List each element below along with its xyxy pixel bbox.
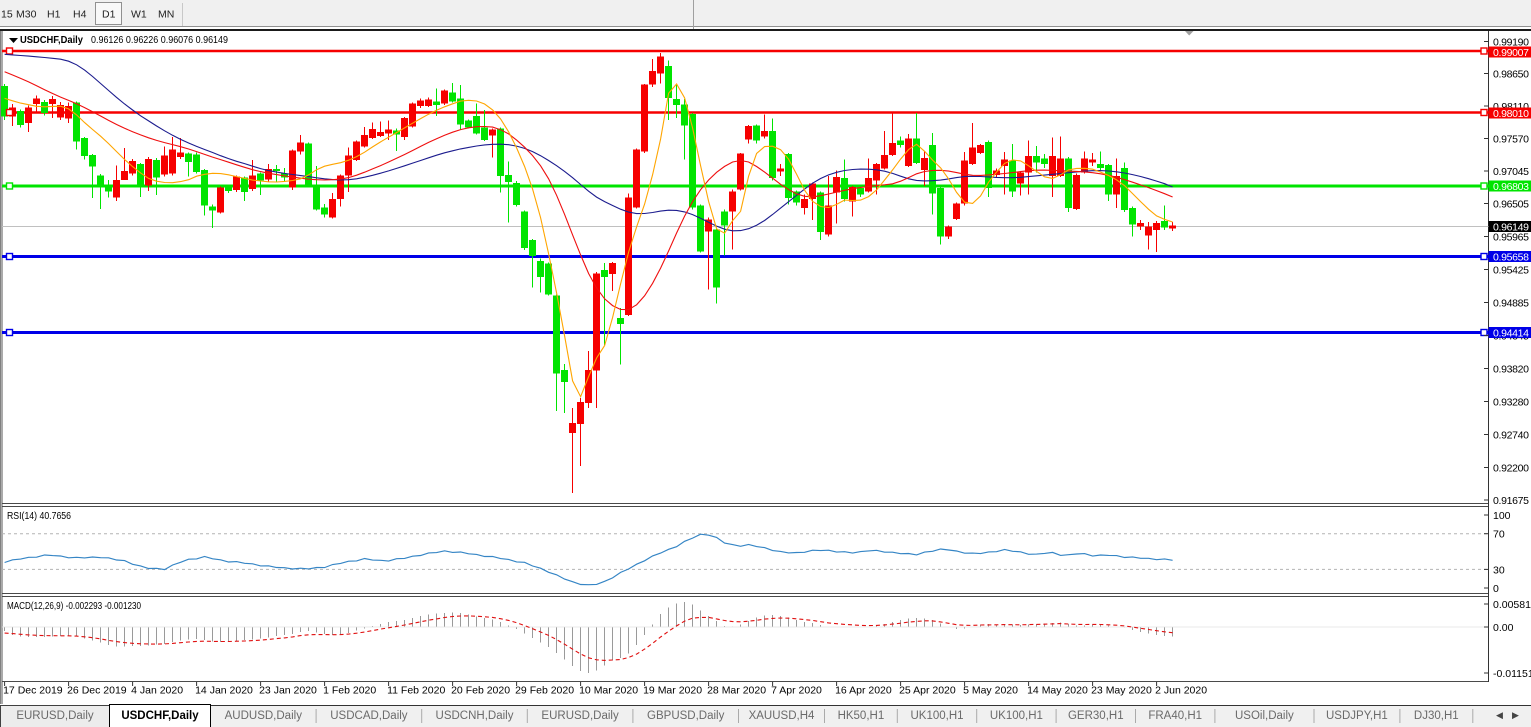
svg-text:USDCHF,Daily: USDCHF,Daily <box>20 34 83 46</box>
svg-text:0.91675: 0.91675 <box>1493 495 1529 507</box>
svg-text:0.98010: 0.98010 <box>1493 108 1529 120</box>
svg-text:USDCNH,Daily: USDCNH,Daily <box>436 710 514 722</box>
svg-text:FRA40,H1: FRA40,H1 <box>1148 710 1202 722</box>
svg-text:7 Apr 2020: 7 Apr 2020 <box>771 685 822 697</box>
svg-text:UK100,H1: UK100,H1 <box>990 710 1043 722</box>
svg-text:0.99190: 0.99190 <box>1493 37 1529 49</box>
svg-text:DJ30,H1: DJ30,H1 <box>1414 710 1459 722</box>
svg-text:4 Jan 2020: 4 Jan 2020 <box>131 685 183 697</box>
svg-text:0.96505: 0.96505 <box>1493 199 1529 211</box>
svg-text:26 Dec 2019: 26 Dec 2019 <box>67 685 127 697</box>
svg-text:MACD(12,26,9) -0.002293 -0.001: MACD(12,26,9) -0.002293 -0.001230 <box>7 601 141 612</box>
svg-text:100: 100 <box>1493 510 1511 522</box>
svg-text:MN: MN <box>158 9 174 21</box>
svg-text:25 Apr 2020: 25 Apr 2020 <box>899 685 956 697</box>
svg-text:EURUSD,Daily: EURUSD,Daily <box>541 710 619 722</box>
svg-text:0.97570: 0.97570 <box>1493 134 1529 146</box>
svg-text:EURUSD,Daily: EURUSD,Daily <box>16 710 94 722</box>
svg-text:0.95965: 0.95965 <box>1493 232 1529 244</box>
svg-text:0.93280: 0.93280 <box>1493 397 1529 409</box>
svg-text:29 Feb 2020: 29 Feb 2020 <box>515 685 574 697</box>
svg-text:0.005818: 0.005818 <box>1493 599 1531 611</box>
svg-text:14 May 2020: 14 May 2020 <box>1027 685 1088 697</box>
svg-text:16 Apr 2020: 16 Apr 2020 <box>835 685 892 697</box>
svg-text:H1: H1 <box>47 9 61 21</box>
svg-text:UK100,H1: UK100,H1 <box>910 710 963 722</box>
svg-text:0.93820: 0.93820 <box>1493 364 1529 376</box>
svg-text:2 Jun 2020: 2 Jun 2020 <box>1155 685 1207 697</box>
svg-text:0.98650: 0.98650 <box>1493 69 1529 81</box>
svg-text:GER30,H1: GER30,H1 <box>1068 710 1124 722</box>
svg-text:0.99007: 0.99007 <box>1493 47 1529 59</box>
svg-text:14 Jan 2020: 14 Jan 2020 <box>195 685 253 697</box>
svg-text:AUDUSD,Daily: AUDUSD,Daily <box>225 710 303 722</box>
svg-text:30: 30 <box>1493 564 1505 576</box>
svg-text:0.95425: 0.95425 <box>1493 265 1529 277</box>
svg-text:10 Mar 2020: 10 Mar 2020 <box>579 685 638 697</box>
svg-text:▶: ▶ <box>1512 710 1519 720</box>
svg-text:0.92740: 0.92740 <box>1493 430 1529 442</box>
svg-text:D1: D1 <box>102 9 116 21</box>
svg-text:0.96126 0.96226 0.96076 0.9614: 0.96126 0.96226 0.96076 0.96149 <box>91 34 228 46</box>
svg-text:RSI(14) 40.7656: RSI(14) 40.7656 <box>7 511 71 522</box>
svg-text:-0.011514: -0.011514 <box>1493 668 1531 680</box>
svg-text:28 Mar 2020: 28 Mar 2020 <box>707 685 766 697</box>
svg-text:HK50,H1: HK50,H1 <box>838 710 885 722</box>
svg-text:5 May 2020: 5 May 2020 <box>963 685 1018 697</box>
svg-text:0.95658: 0.95658 <box>1493 251 1529 263</box>
svg-text:0.94885: 0.94885 <box>1493 298 1529 310</box>
svg-text:XAUUSD,H4: XAUUSD,H4 <box>749 710 815 722</box>
svg-text:M30: M30 <box>16 9 37 21</box>
svg-text:0.96803: 0.96803 <box>1493 181 1529 193</box>
svg-text:USOil,Daily: USOil,Daily <box>1235 710 1294 722</box>
svg-text:0.97045: 0.97045 <box>1493 166 1529 178</box>
svg-text:1 Feb 2020: 1 Feb 2020 <box>323 685 376 697</box>
svg-text:11 Feb 2020: 11 Feb 2020 <box>387 685 445 697</box>
svg-text:GBPUSD,Daily: GBPUSD,Daily <box>647 710 725 722</box>
svg-text:17 Dec 2019: 17 Dec 2019 <box>3 685 63 697</box>
svg-text:H4: H4 <box>73 9 87 21</box>
svg-text:20 Feb 2020: 20 Feb 2020 <box>451 685 510 697</box>
svg-text:USDJPY,H1: USDJPY,H1 <box>1326 710 1388 722</box>
svg-text:19 Mar 2020: 19 Mar 2020 <box>643 685 702 697</box>
svg-text:0: 0 <box>1493 583 1499 595</box>
svg-text:23 Jan 2020: 23 Jan 2020 <box>259 685 317 697</box>
svg-text:◀: ◀ <box>1496 710 1503 720</box>
svg-text:70: 70 <box>1493 529 1505 541</box>
svg-text:USDCHF,Daily: USDCHF,Daily <box>121 710 199 722</box>
svg-text:23 May 2020: 23 May 2020 <box>1091 685 1152 697</box>
svg-text:0.94414: 0.94414 <box>1493 327 1529 339</box>
svg-text:W1: W1 <box>131 9 147 21</box>
svg-text:0.92200: 0.92200 <box>1493 463 1529 475</box>
svg-text:0.00: 0.00 <box>1493 622 1514 634</box>
svg-text:USDCAD,Daily: USDCAD,Daily <box>330 710 408 722</box>
svg-text:0.96149: 0.96149 <box>1493 221 1529 233</box>
svg-text:15: 15 <box>1 9 13 21</box>
